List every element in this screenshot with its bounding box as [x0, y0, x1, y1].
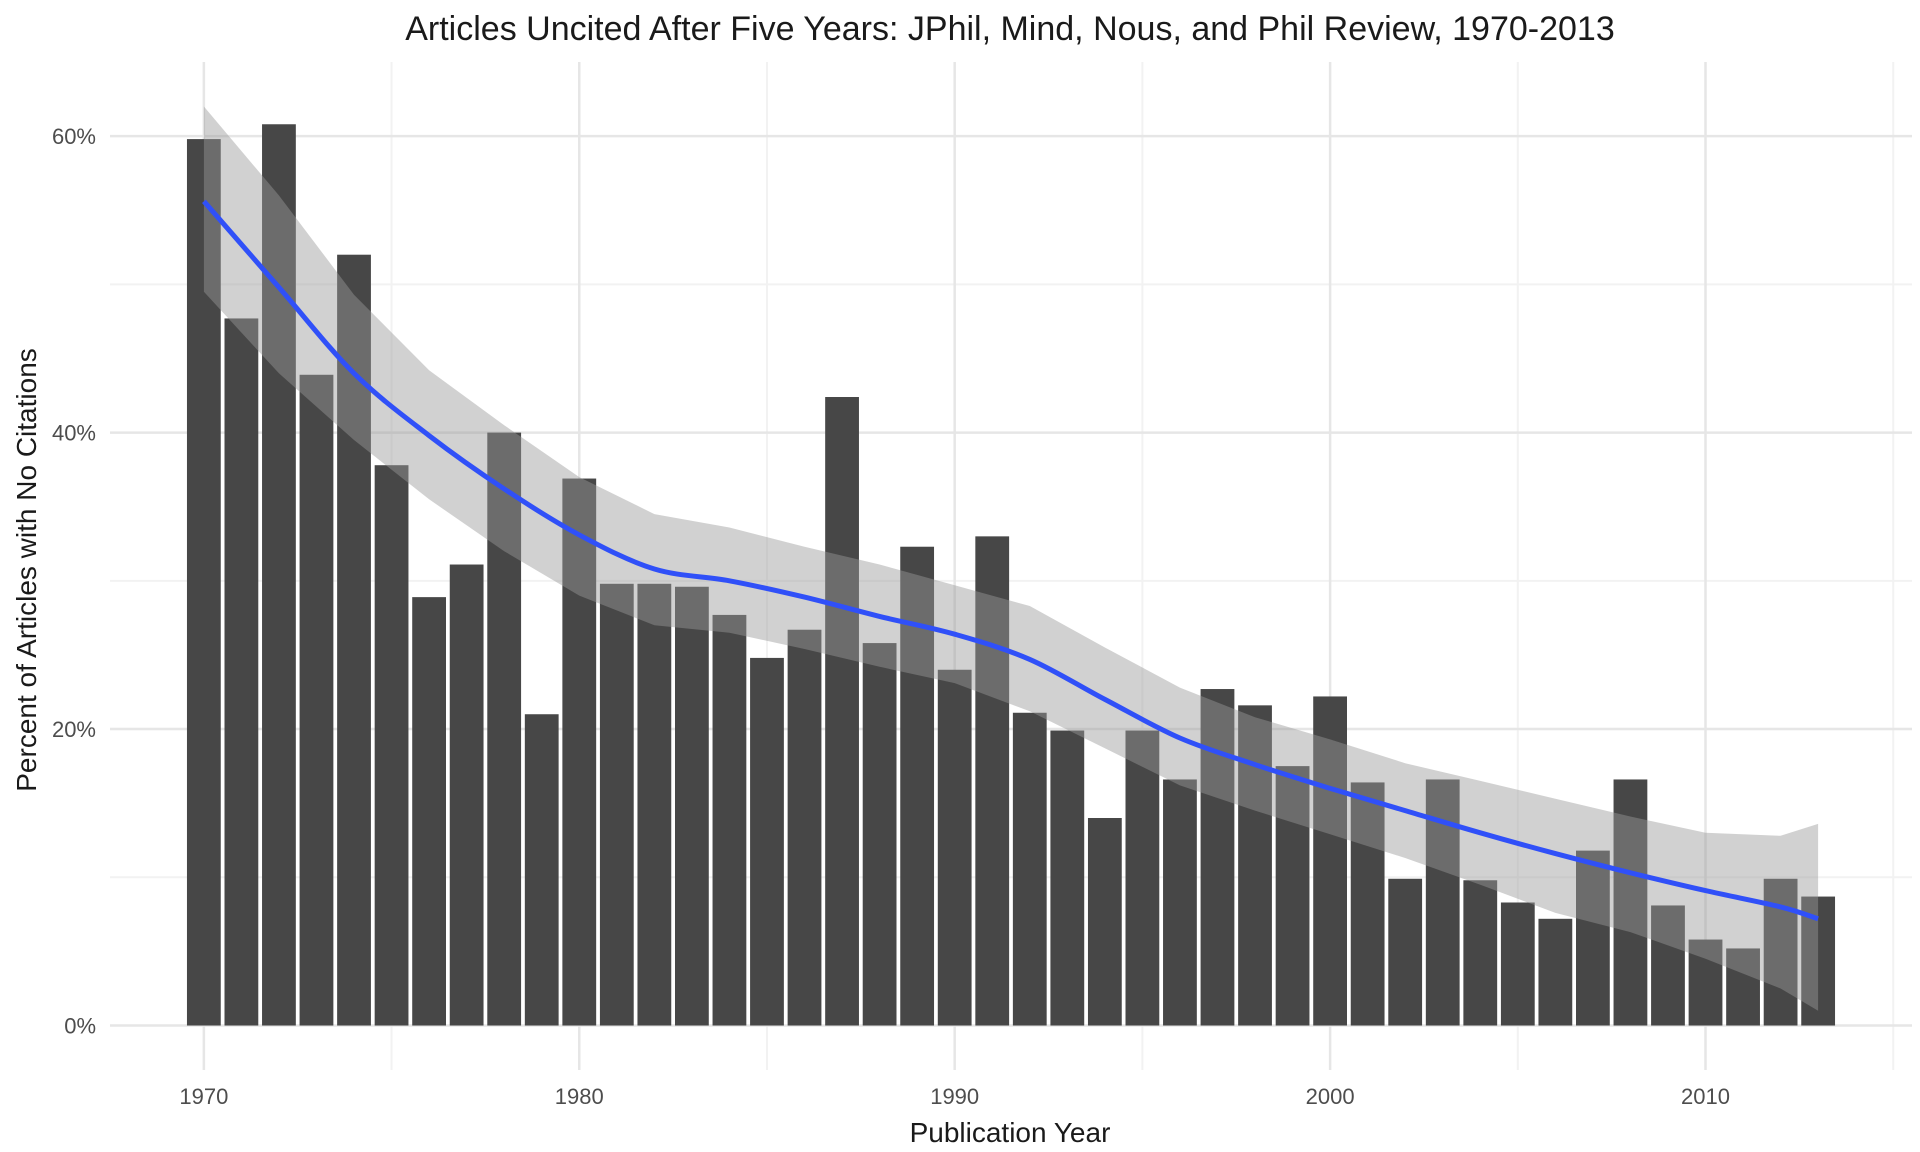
bar-1985: [750, 657, 784, 1026]
bar-1999: [1275, 766, 1310, 1026]
confidence-band: [203, 106, 1819, 1011]
bar-1973: [299, 374, 334, 1026]
x-tick-label: 1990: [930, 1084, 979, 1109]
bar-2009: [1651, 905, 1685, 1026]
bar-1996: [1163, 779, 1197, 1026]
bar-1978: [487, 432, 522, 1026]
bar-1997: [1200, 689, 1235, 1026]
bar-1984: [712, 614, 747, 1026]
bar-2008: [1613, 779, 1648, 1026]
bar-1982: [637, 583, 672, 1026]
bar-2010: [1688, 939, 1723, 1026]
x-tick-label: 1980: [555, 1084, 604, 1109]
bar-1976: [412, 597, 446, 1026]
bar-1992: [1012, 712, 1047, 1026]
bar-1975: [374, 465, 409, 1026]
y-axis-ticks: 0% 20% 40% 60%: [52, 124, 96, 1038]
bar-2002: [1388, 878, 1423, 1026]
bar-2007: [1576, 850, 1610, 1026]
x-axis-ticks: 1970 1980 1990 2000 2010: [179, 1084, 1730, 1109]
y-axis-title: Percent of Articles with No Citations: [11, 348, 42, 792]
x-tick-label: 1970: [179, 1084, 228, 1109]
x-tick-label: 2010: [1681, 1084, 1730, 1109]
confidence-band-layer: [203, 106, 1819, 1011]
chart-title: Articles Uncited After Five Years: JPhil…: [405, 10, 1615, 48]
y-tick-label: 20%: [52, 717, 96, 742]
bar-2004: [1463, 880, 1498, 1026]
smooth-line-layer: [202, 199, 1819, 922]
bar-1980: [562, 478, 597, 1026]
x-tick-label: 2000: [1306, 1084, 1355, 1109]
bar-1970: [186, 139, 221, 1026]
bar-1988: [862, 643, 897, 1026]
bar-1993: [1050, 730, 1085, 1026]
bar-2006: [1538, 918, 1573, 1026]
bar-1979: [524, 714, 559, 1026]
bar-2000: [1313, 696, 1347, 1026]
bar-1990: [937, 669, 972, 1026]
bar-1991: [975, 536, 1010, 1026]
y-tick-label: 60%: [52, 124, 96, 149]
bar-1971: [224, 318, 259, 1026]
bar-2005: [1500, 902, 1535, 1026]
bars: [186, 124, 1836, 1026]
x-axis-title: Publication Year: [910, 1117, 1111, 1148]
grid: [110, 62, 1912, 1070]
bar-1983: [675, 586, 709, 1026]
y-tick-label: 40%: [52, 421, 96, 446]
bar-2001: [1350, 782, 1385, 1026]
bar-2011: [1726, 948, 1760, 1026]
bar-1994: [1087, 818, 1122, 1026]
bar-1977: [449, 564, 484, 1026]
y-tick-label: 0%: [64, 1014, 96, 1039]
bar-1986: [787, 629, 822, 1026]
bar-1987: [825, 397, 859, 1026]
bar-1995: [1125, 730, 1160, 1026]
smooth-trend-line: [202, 199, 1819, 922]
bar-1981: [599, 583, 634, 1026]
